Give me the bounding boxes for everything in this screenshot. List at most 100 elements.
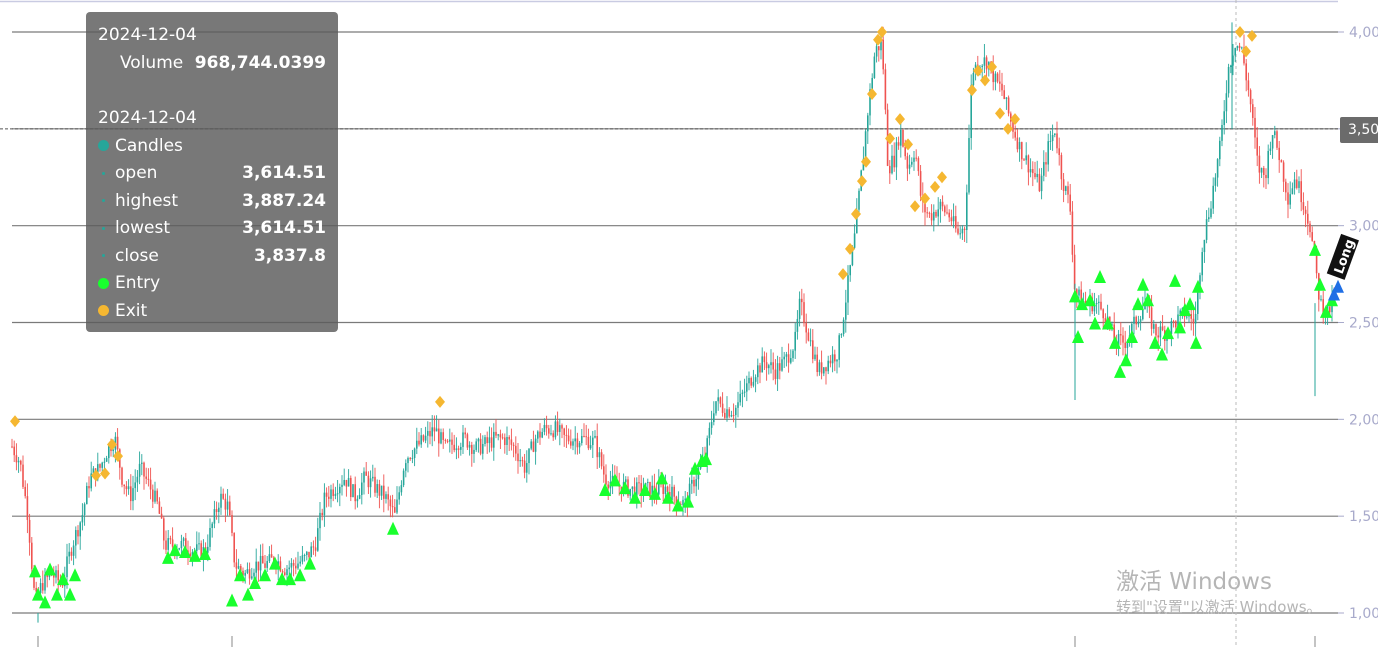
candle-body (869, 89, 871, 116)
low-row: lowest 3,614.51 (98, 215, 326, 243)
candle-body (66, 556, 68, 578)
candle-body (803, 302, 805, 324)
candle-body (873, 56, 876, 78)
candle-body (1258, 155, 1261, 173)
candle-body (891, 155, 893, 174)
candle-body (981, 65, 983, 67)
candle-body (1150, 307, 1153, 329)
candle-body (1234, 48, 1236, 56)
candle-body (281, 571, 284, 573)
candles-row: Candles (98, 132, 326, 160)
candle-body (627, 479, 629, 496)
candle-body (378, 484, 381, 496)
candle-body (743, 391, 746, 393)
candle-body (200, 543, 202, 559)
candle-body (730, 415, 733, 417)
candle-body (372, 476, 374, 479)
candle-body (251, 576, 253, 579)
candle-body (651, 485, 653, 497)
candle-body (565, 434, 568, 436)
candle-body (79, 522, 81, 537)
exit-marker (973, 64, 983, 77)
candle-body (101, 462, 103, 468)
candle-body (889, 165, 891, 174)
entry-marker (619, 481, 631, 495)
candle-body (253, 572, 255, 577)
candle-body (105, 458, 108, 462)
candle-body (968, 138, 970, 193)
exit-marker (845, 242, 855, 255)
candle-body (515, 445, 517, 454)
candle-body (900, 129, 902, 146)
exit-marker (838, 268, 848, 281)
candle-body (787, 354, 790, 363)
candle-body (323, 492, 326, 516)
candle-body (1021, 142, 1023, 160)
candle-body (1100, 301, 1102, 310)
candle-body (477, 438, 480, 442)
candle-body (1098, 301, 1100, 304)
exit-marker (91, 469, 101, 482)
entry-marker (609, 473, 621, 487)
candle-body (130, 486, 132, 502)
candle-body (726, 409, 728, 418)
exit-marker (857, 175, 867, 188)
candle-body (1029, 169, 1032, 173)
exit-marker (873, 33, 883, 46)
candle-body (904, 146, 906, 157)
entry-marker (189, 548, 201, 562)
candle-body (301, 555, 304, 562)
candle-body (1311, 232, 1313, 241)
entry-marker (1184, 297, 1196, 311)
candle-body (944, 206, 946, 213)
candle-body (721, 403, 724, 413)
candle-body (1139, 319, 1142, 322)
entry-marker (1126, 330, 1138, 344)
candle-body (455, 448, 458, 451)
close-dot-icon (102, 254, 105, 258)
legend-tooltip: 2024-12-04 Volume 968,744.0399 2024-12-0… (86, 12, 338, 332)
candle-body (882, 39, 884, 70)
candle-body (286, 569, 288, 576)
candle-body (596, 435, 598, 458)
candle-body (1161, 326, 1164, 331)
candle-body (242, 570, 244, 576)
entry-row: Entry (98, 270, 326, 298)
candle-body (442, 432, 444, 440)
candle-body (211, 523, 213, 528)
exit-marker (435, 395, 445, 408)
candle-body (1254, 117, 1256, 138)
low-dot-icon (102, 226, 105, 230)
candle-body (816, 354, 818, 373)
candle-body (121, 467, 123, 485)
candle-body (391, 506, 394, 508)
entry-marker (294, 568, 306, 582)
candle-body (710, 422, 713, 428)
candle-body (1159, 326, 1162, 338)
candle-body (1170, 321, 1173, 334)
candle-body (671, 486, 673, 501)
candle-body (543, 424, 546, 432)
exit-marker (1247, 29, 1257, 42)
exit-marker (861, 155, 871, 168)
volume-date: 2024-12-04 (98, 25, 197, 45)
long-tag-bg (1326, 233, 1359, 280)
candle-body (1175, 321, 1177, 328)
entry-marker (169, 543, 181, 557)
candle-body (405, 463, 407, 471)
exit-marker (1235, 26, 1245, 38)
entry-marker (387, 521, 399, 535)
candle-body (1058, 148, 1060, 156)
candle-body (1186, 316, 1188, 318)
candle-body (785, 354, 788, 357)
candle-body (39, 583, 42, 594)
candle-body (1216, 159, 1219, 178)
candle-body (1269, 148, 1272, 151)
candle-body (550, 433, 552, 435)
candle-body (638, 482, 640, 484)
candle-body (28, 519, 31, 543)
entry-marker (649, 486, 661, 500)
candle-body (446, 440, 449, 442)
close-value: 3,837.8 (253, 245, 326, 266)
candle-body (1084, 300, 1087, 304)
